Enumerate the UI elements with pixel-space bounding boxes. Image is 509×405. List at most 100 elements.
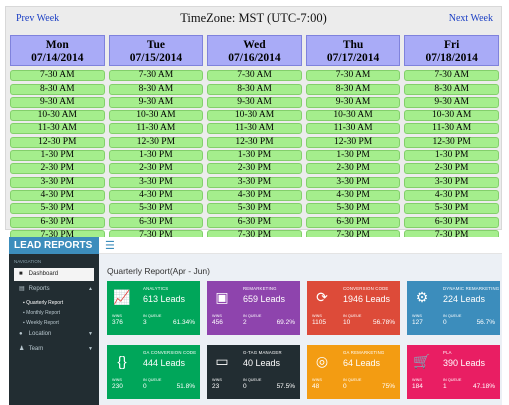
time-slot[interactable]: 5-30 PM [108, 203, 204, 215]
menu-toggle-icon[interactable]: ☰ [105, 240, 115, 252]
time-slot[interactable]: 11-30 AM [305, 123, 401, 135]
time-slot[interactable]: 12-30 PM [10, 136, 105, 148]
report-card[interactable]: 🛒 PLA 390 Leads WINS IN QUEUE 184 1 47.18% [407, 345, 500, 399]
time-slot[interactable]: 6-30 PM [207, 216, 302, 228]
card-title: GA CONVERSION CODE [143, 350, 197, 355]
day-name: Fri [444, 39, 460, 51]
time-slot[interactable]: 6-30 PM [10, 216, 105, 228]
time-slot[interactable]: 10-30 AM [207, 110, 302, 122]
time-slot[interactable]: 11-30 AM [207, 123, 302, 135]
queue-label: IN QUEUE [143, 314, 162, 318]
sidebar-item-location[interactable]: ● Location ▼ [9, 328, 99, 341]
day-name: Wed [243, 39, 266, 51]
sidebar-item-team[interactable]: ♟ Team ▼ [9, 343, 99, 356]
time-slot[interactable]: 1-30 PM [108, 150, 204, 162]
queue-value: 0 [143, 383, 147, 390]
time-slot[interactable]: 6-30 PM [108, 216, 204, 228]
time-slot[interactable]: 12-30 PM [207, 136, 302, 148]
next-week-link[interactable]: Next Week [448, 13, 493, 24]
time-slot[interactable]: 8-30 AM [207, 83, 302, 95]
week-schedule: Prev Week TimeZone: MST (UTC-7:00) Next … [5, 6, 502, 241]
time-slot[interactable]: 7-30 AM [10, 70, 105, 82]
time-slot[interactable]: 3-30 PM [10, 176, 105, 188]
time-slot[interactable]: 12-30 PM [305, 136, 401, 148]
time-slot[interactable]: 3-30 PM [207, 176, 302, 188]
time-slot[interactable]: 8-30 AM [404, 83, 499, 95]
main-content: ☰ Quarterly Report(Apr - Jun) 📈 ANALYTICS… [99, 237, 502, 405]
time-slot[interactable]: 11-30 AM [108, 123, 204, 135]
time-slot[interactable]: 8-30 AM [108, 83, 204, 95]
sidebar-item-dashboard[interactable]: ■ Dashboard [14, 268, 94, 281]
time-slot[interactable]: 5-30 PM [10, 203, 105, 215]
time-slot[interactable]: 5-30 PM [404, 203, 499, 215]
time-slot[interactable]: 9-30 AM [404, 96, 499, 108]
sidebar-item-label: Weekly Report [26, 320, 59, 326]
time-slot[interactable]: 1-30 PM [10, 150, 105, 162]
report-card[interactable]: ▣ REMARKETING 659 Leads WINS IN QUEUE 456 2 69.… [207, 281, 300, 335]
time-slot[interactable]: 2-30 PM [404, 163, 499, 175]
day-header: Wed 07/16/2014 [207, 35, 302, 66]
time-slot[interactable]: 1-30 PM [207, 150, 302, 162]
time-slot[interactable]: 2-30 PM [207, 163, 302, 175]
time-slot[interactable]: 4-30 PM [305, 189, 401, 201]
time-slot[interactable]: 12-30 PM [404, 136, 499, 148]
time-slot[interactable]: 3-30 PM [404, 176, 499, 188]
time-slot[interactable]: 12-30 PM [108, 136, 204, 148]
time-slot[interactable]: 3-30 PM [108, 176, 204, 188]
report-card[interactable]: ⚙ DYNAMIC REMARKETING 224 Leads WINS IN QUEU… [407, 281, 500, 335]
brand-logo[interactable]: LEAD REPORTS [9, 237, 99, 254]
time-slot[interactable]: 6-30 PM [404, 216, 499, 228]
time-slot[interactable]: 4-30 PM [108, 189, 204, 201]
time-slot[interactable]: 4-30 PM [10, 189, 105, 201]
time-slot[interactable]: 7-30 AM [207, 70, 302, 82]
time-slot[interactable]: 5-30 PM [207, 203, 302, 215]
sidebar-subitem-quarterly[interactable]: ▪ Quarterly Report [23, 300, 64, 306]
time-slot[interactable]: 10-30 AM [10, 110, 105, 122]
report-card[interactable]: ⟳ CONVERSION CODE 1946 Leads WINS IN QUEUE 11… [307, 281, 400, 335]
wins-label: WINS [212, 378, 222, 382]
day-header: Mon 07/14/2014 [10, 35, 105, 66]
time-slot[interactable]: 4-30 PM [207, 189, 302, 201]
time-slot[interactable]: 9-30 AM [305, 96, 401, 108]
report-card[interactable]: 📈 ANALYTICS 613 Leads WINS IN QUEUE 376 3 61.34… [107, 281, 200, 335]
sidebar-item-label: Reports [28, 286, 50, 292]
time-slot[interactable]: 9-30 AM [10, 96, 105, 108]
report-card[interactable]: {} GA CONVERSION CODE 444 Leads WINS IN QUEU… [107, 345, 200, 399]
time-slot[interactable]: 10-30 AM [305, 110, 401, 122]
time-slot[interactable]: 7-30 AM [108, 70, 204, 82]
time-slot[interactable]: 6-30 PM [305, 216, 401, 228]
time-slot[interactable]: 2-30 PM [10, 163, 105, 175]
time-slot[interactable]: 7-30 AM [404, 70, 499, 82]
time-slot[interactable]: 3-30 PM [305, 176, 401, 188]
time-slot[interactable]: 10-30 AM [404, 110, 499, 122]
sidebar-item-label: Quarterly Report [26, 300, 64, 306]
card-title: GA REMARKETING [343, 350, 385, 355]
sidebar-item-reports[interactable]: ▤ Reports ▲ [9, 283, 99, 296]
win-rate: 47.18% [472, 383, 495, 390]
time-slot[interactable]: 8-30 AM [10, 83, 105, 95]
chevron-up-icon: ▲ [88, 286, 93, 292]
time-slot[interactable]: 8-30 AM [305, 83, 401, 95]
time-slot[interactable]: 2-30 PM [108, 163, 204, 175]
time-slot[interactable]: 10-30 AM [108, 110, 204, 122]
time-slot[interactable]: 9-30 AM [108, 96, 204, 108]
report-card[interactable]: ▭ G-TAG MANAGER 40 Leads WINS IN QUEUE 23 0 57.… [207, 345, 300, 399]
time-slot[interactable]: 4-30 PM [404, 189, 499, 201]
time-slot[interactable]: 2-30 PM [305, 163, 401, 175]
report-card[interactable]: ◎ GA REMARKETING 64 Leads WINS IN QUEUE 48 0 75… [307, 345, 400, 399]
prev-week-link[interactable]: Prev Week [16, 13, 60, 24]
top-bar: ☰ [99, 237, 502, 254]
time-slot[interactable]: 5-30 PM [305, 203, 401, 215]
time-slot[interactable]: 9-30 AM [207, 96, 302, 108]
sidebar-subitem-monthly[interactable]: ▪ Monthly Report [23, 310, 61, 316]
time-slot[interactable]: 1-30 PM [305, 150, 401, 162]
time-slot[interactable]: 11-30 AM [10, 123, 105, 135]
card-title: PLA [443, 350, 452, 355]
queue-value: 0 [443, 319, 447, 326]
sidebar-subitem-weekly[interactable]: ▪ Weekly Report [23, 320, 59, 326]
time-slot[interactable]: 1-30 PM [404, 150, 499, 162]
day-header: Thu 07/17/2014 [305, 35, 401, 66]
report-cards: 📈 ANALYTICS 613 Leads WINS IN QUEUE 376 3 61.34… [107, 281, 500, 399]
time-slot[interactable]: 11-30 AM [404, 123, 499, 135]
time-slot[interactable]: 7-30 AM [305, 70, 401, 82]
